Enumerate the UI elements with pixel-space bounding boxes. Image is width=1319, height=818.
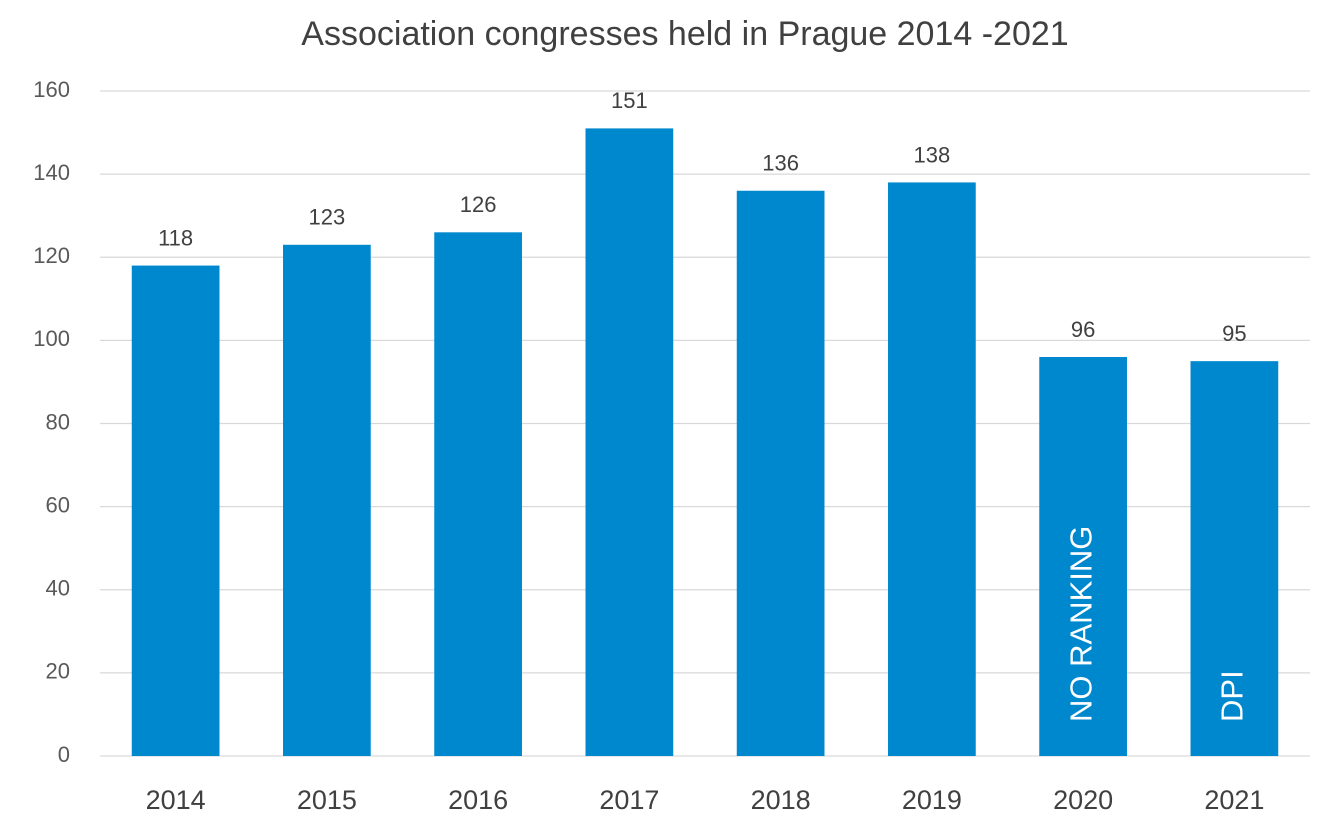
y-tick-label: 160 [33, 77, 70, 102]
y-tick-label: 0 [58, 742, 70, 767]
annotation: DPI [1215, 670, 1250, 722]
data-label: 136 [762, 151, 799, 176]
bar [434, 232, 522, 756]
x-tick-label: 2017 [599, 785, 659, 815]
x-tick-label: 2020 [1053, 785, 1113, 815]
x-tick-label: 2019 [902, 785, 962, 815]
y-tick-label: 120 [33, 243, 70, 268]
bar [585, 128, 674, 756]
y-tick-label: 20 [46, 659, 70, 684]
x-tick-label: 2021 [1204, 785, 1264, 815]
y-tick-label: 40 [46, 576, 70, 601]
bar [1190, 361, 1279, 756]
bar [131, 265, 220, 756]
x-tick-label: 2018 [751, 785, 811, 815]
bar [283, 244, 371, 756]
data-label: 138 [914, 142, 951, 167]
x-tick-label: 2014 [146, 785, 206, 815]
data-label: 151 [611, 88, 648, 113]
chart-title: Association congresses held in Prague 20… [301, 15, 1068, 53]
x-tick-label: 2016 [448, 785, 508, 815]
bar [888, 182, 976, 756]
annotation: NO RANKING [1063, 526, 1098, 722]
y-tick-label: 100 [33, 326, 70, 351]
bar [1039, 357, 1127, 756]
y-tick-label: 140 [33, 160, 70, 185]
y-tick-label: 60 [46, 492, 70, 517]
data-label: 126 [460, 192, 497, 217]
bar [736, 190, 825, 756]
data-label: 96 [1071, 317, 1095, 342]
data-label: 118 [158, 225, 193, 250]
x-tick-label: 2015 [297, 785, 357, 815]
y-tick-label: 80 [46, 409, 70, 434]
data-label: 95 [1222, 321, 1246, 346]
data-label: 123 [309, 205, 346, 230]
